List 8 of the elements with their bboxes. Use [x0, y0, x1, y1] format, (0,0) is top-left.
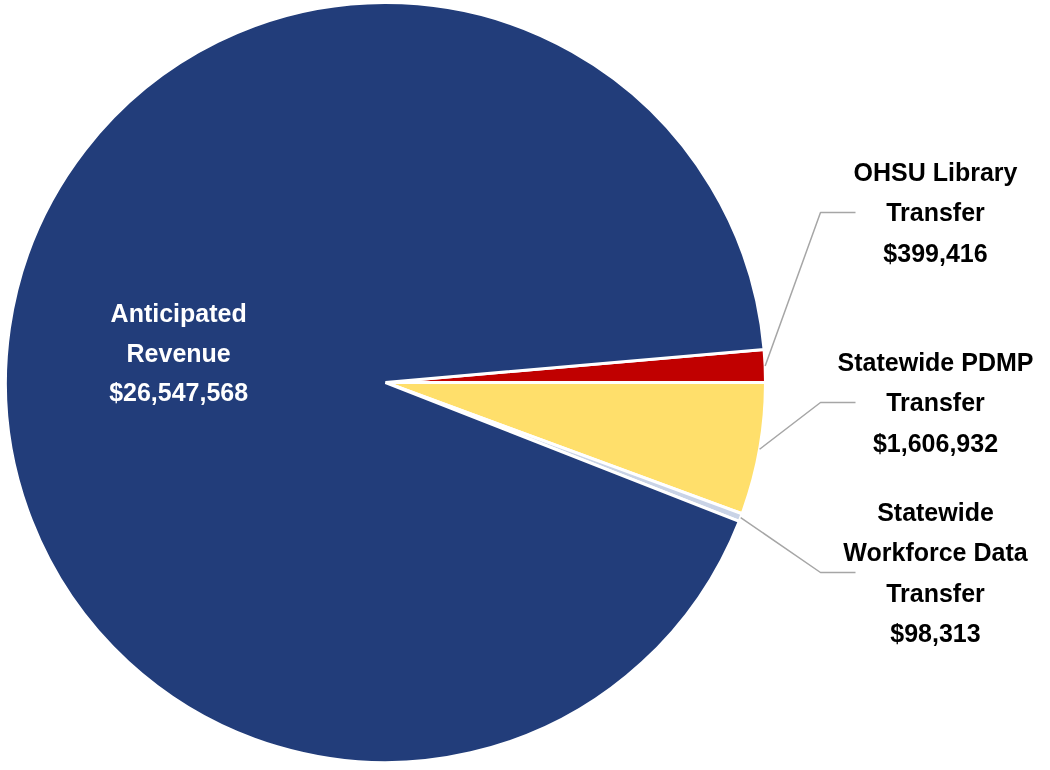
slice-label: Statewide PDMP Transfer — [837, 347, 1034, 417]
data-label: $399,416 — [883, 239, 988, 268]
data-label: $1,606,932 — [872, 429, 999, 458]
slice-label: Anticipated Revenue — [110, 299, 247, 367]
slice-label: Statewide Workforce Data Transfer — [843, 497, 1029, 607]
data-label: $26,547,568 — [109, 377, 249, 406]
data-label: $98,313 — [890, 619, 981, 648]
slice-label: OHSU Library Transfer — [853, 157, 1018, 227]
